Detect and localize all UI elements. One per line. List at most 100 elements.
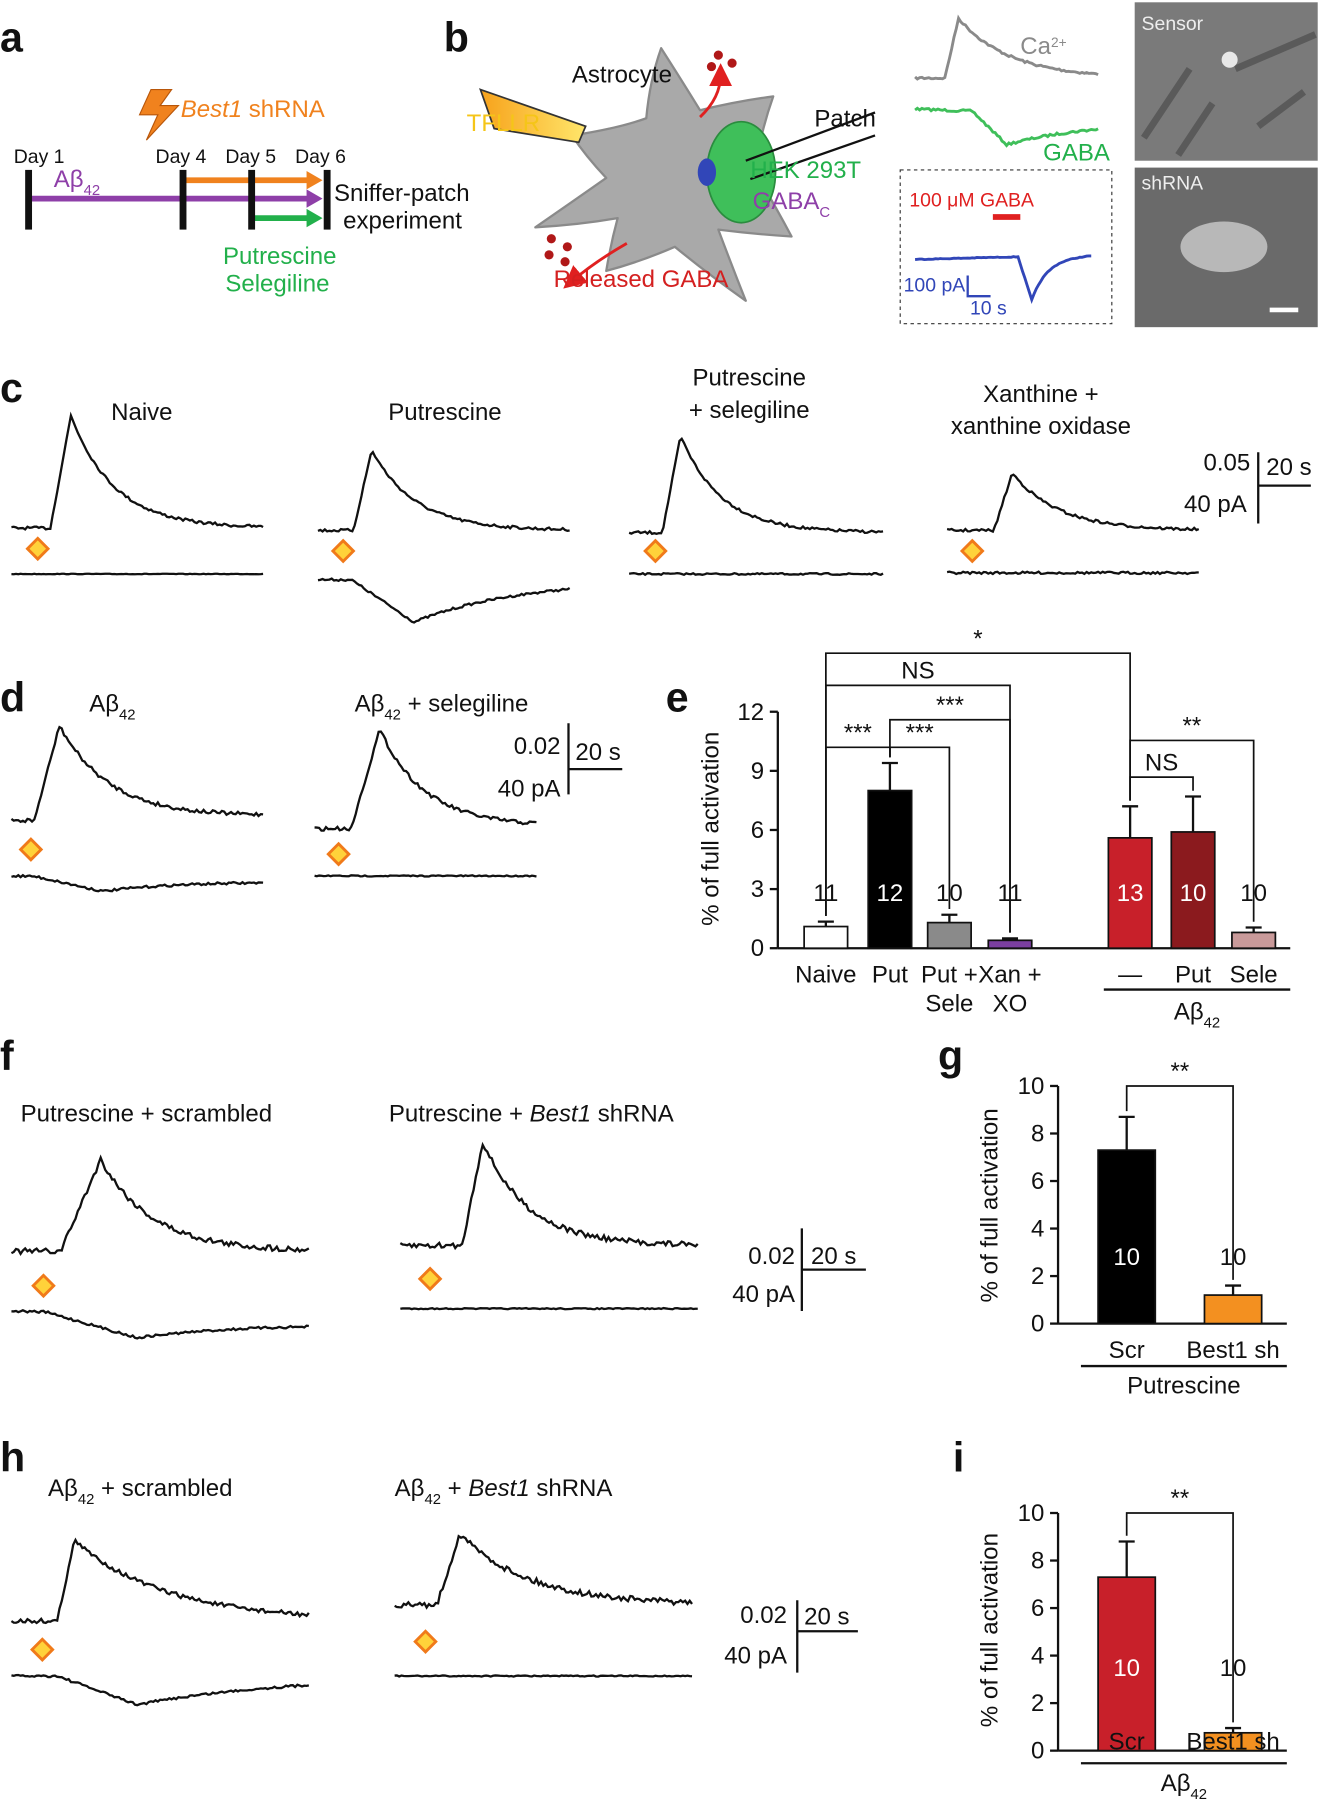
text: Best1 <box>530 1101 591 1128</box>
y-axis-label: % of full activation <box>976 1108 1003 1302</box>
bar <box>1231 931 1277 950</box>
condition-label: Aβ42 + Best1 shRNA <box>395 1475 613 1508</box>
error-bar <box>881 761 898 791</box>
condition-label: Aβ42 <box>89 691 135 724</box>
agonist-label: TFLLR <box>467 110 540 137</box>
bar <box>987 939 1033 950</box>
panel-label: e <box>666 675 689 721</box>
scale-bar <box>796 1600 858 1673</box>
label-line: Sele <box>925 990 973 1017</box>
error-bar <box>1118 1540 1135 1578</box>
x-tick-label: Sele <box>1230 962 1278 989</box>
subscript: 42 <box>1204 1015 1221 1031</box>
trace-label: GABA <box>1043 140 1110 167</box>
y-tick-label: 9 <box>751 758 764 785</box>
trace-label: Ca2+ <box>1020 33 1066 60</box>
panel-label: h <box>0 1435 25 1481</box>
drug-label: Selegiline <box>225 271 329 298</box>
outcome-label: experiment <box>343 207 462 234</box>
dot <box>560 257 570 267</box>
bar <box>1097 1576 1157 1752</box>
significance-label: ** <box>1183 713 1202 740</box>
text: Aβ <box>89 691 119 718</box>
x-tick-label: Put <box>872 962 908 989</box>
condition-label: Aβ42 + selegiline <box>355 691 529 724</box>
day-label: Day 1 <box>14 146 65 168</box>
trace <box>314 730 537 832</box>
image-texture <box>1140 31 1317 157</box>
trace <box>11 411 264 531</box>
text: Ca <box>1020 33 1051 60</box>
stimulus-marker <box>30 1637 55 1662</box>
trace <box>628 437 884 536</box>
day-marker <box>248 169 256 230</box>
label-line: Put + <box>921 962 978 989</box>
arrow-head <box>306 189 323 208</box>
stimulus-marker <box>25 536 51 562</box>
scale-bar <box>1257 452 1311 524</box>
y-tick-label: 6 <box>751 817 764 844</box>
astrocyte-label: Astrocyte <box>572 62 672 89</box>
x-tick-label: Best1 sh <box>1186 1728 1279 1755</box>
trace <box>628 571 884 577</box>
panel-d: Aβ42 Aβ42 + selegiline 0.02 20 s 40 pA <box>89 691 623 803</box>
drug-label: Putrescine <box>223 243 336 270</box>
group-label: Aβ42 <box>1174 998 1220 1031</box>
scale-label: 40 pA <box>1184 491 1247 518</box>
tfllr-pipette <box>479 88 587 144</box>
x-tick-label: Best1 sh <box>1186 1337 1279 1364</box>
text: Putrescine + <box>389 1101 530 1128</box>
trace <box>946 570 1199 576</box>
panel-f: Putrescine + scrambled Putrescine + Best… <box>21 1101 866 1311</box>
day-marker <box>323 169 331 230</box>
release-arrow <box>563 242 628 289</box>
gaba-dots <box>544 50 737 267</box>
text: Putrescine <box>1127 1373 1240 1400</box>
condition-label: xanthine oxidase <box>951 413 1131 440</box>
shrna-label: Best1 shRNA <box>181 96 325 123</box>
condition-label: Putrescine + Best1 shRNA <box>389 1101 674 1128</box>
stimulus-marker <box>31 1273 56 1299</box>
trace <box>394 1674 693 1678</box>
significance-label: ** <box>1171 1058 1190 1085</box>
trace <box>11 1673 310 1707</box>
patch-pipette <box>749 134 876 181</box>
n-label: 12 <box>877 880 904 907</box>
condition-label: Aβ42 + scrambled <box>48 1475 232 1508</box>
astrocyte-drawing <box>534 47 793 302</box>
scale-bar <box>800 1228 866 1311</box>
y-axis-label: % of full activation <box>697 732 724 926</box>
panel-label: b <box>444 15 469 61</box>
significance-bracket <box>1129 776 1194 801</box>
group-label: Putrescine <box>1127 1373 1240 1400</box>
text: Aβ <box>48 1475 78 1502</box>
text: Aβ <box>395 1475 425 1502</box>
trace <box>11 1309 310 1340</box>
bar <box>1170 831 1216 950</box>
error-bar <box>1245 926 1262 933</box>
y-tick-label: 4 <box>1031 1216 1044 1243</box>
n-label: 10 <box>1113 1655 1140 1682</box>
trace <box>946 473 1200 534</box>
patch-label: Patch <box>814 105 875 132</box>
text: Aβ <box>54 166 84 193</box>
y-tick-label: 12 <box>737 699 764 726</box>
x-tick-label: Put <box>1175 962 1211 989</box>
text: Aβ <box>355 691 385 718</box>
significance-bracket <box>824 652 1131 916</box>
y-tick-label: 2 <box>1031 1690 1044 1717</box>
stimulus-marker <box>330 538 356 564</box>
day-marker <box>25 169 33 230</box>
lightning-icon <box>138 88 180 141</box>
day-label: Day 5 <box>225 146 276 168</box>
scale-label: 20 s <box>811 1243 856 1270</box>
condition-label: Putrescine + scrambled <box>21 1101 273 1128</box>
panel-label: d <box>0 675 25 721</box>
n-label: 13 <box>1117 880 1144 907</box>
subscript: 42 <box>84 183 101 199</box>
x-tick-label: Xan + XO <box>978 962 1041 1018</box>
text: Aβ <box>1161 1770 1191 1797</box>
y-tick-label: 6 <box>1031 1168 1044 1195</box>
